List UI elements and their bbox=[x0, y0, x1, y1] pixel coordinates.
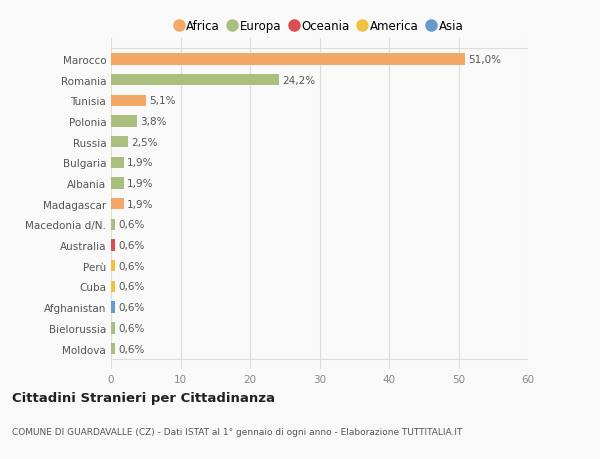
Text: 0,6%: 0,6% bbox=[118, 323, 145, 333]
Bar bbox=[111, 343, 115, 354]
Bar bbox=[111, 116, 137, 127]
Text: 1,9%: 1,9% bbox=[127, 199, 154, 209]
Bar bbox=[111, 75, 279, 86]
Text: 1,9%: 1,9% bbox=[127, 179, 154, 189]
Legend: Africa, Europa, Oceania, America, Asia: Africa, Europa, Oceania, America, Asia bbox=[172, 17, 467, 37]
Bar bbox=[111, 157, 124, 168]
Text: 3,8%: 3,8% bbox=[140, 117, 167, 127]
Text: 0,6%: 0,6% bbox=[118, 241, 145, 251]
Text: 0,6%: 0,6% bbox=[118, 261, 145, 271]
Text: 24,2%: 24,2% bbox=[282, 75, 315, 85]
Text: 51,0%: 51,0% bbox=[468, 55, 501, 65]
Bar bbox=[111, 323, 115, 334]
Text: 0,6%: 0,6% bbox=[118, 344, 145, 354]
Bar bbox=[111, 240, 115, 251]
Bar bbox=[111, 178, 124, 189]
Bar bbox=[111, 137, 128, 148]
Bar bbox=[111, 261, 115, 272]
Bar bbox=[111, 95, 146, 106]
Text: 0,6%: 0,6% bbox=[118, 282, 145, 292]
Bar bbox=[111, 199, 124, 210]
Text: 0,6%: 0,6% bbox=[118, 302, 145, 313]
Text: 2,5%: 2,5% bbox=[131, 137, 158, 147]
Bar bbox=[111, 281, 115, 292]
Text: COMUNE DI GUARDAVALLE (CZ) - Dati ISTAT al 1° gennaio di ogni anno - Elaborazion: COMUNE DI GUARDAVALLE (CZ) - Dati ISTAT … bbox=[12, 427, 463, 436]
Text: 1,9%: 1,9% bbox=[127, 158, 154, 168]
Bar bbox=[111, 302, 115, 313]
Text: Cittadini Stranieri per Cittadinanza: Cittadini Stranieri per Cittadinanza bbox=[12, 392, 275, 405]
Bar bbox=[111, 54, 466, 65]
Text: 5,1%: 5,1% bbox=[149, 96, 176, 106]
Text: 0,6%: 0,6% bbox=[118, 220, 145, 230]
Bar bbox=[111, 219, 115, 230]
